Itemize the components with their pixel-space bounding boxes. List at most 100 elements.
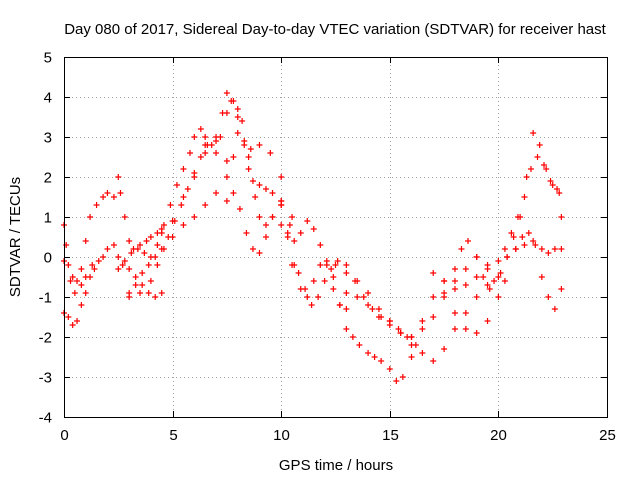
data-point [154, 242, 161, 248]
data-point [234, 130, 241, 136]
data-point [371, 354, 378, 360]
data-point [501, 246, 508, 252]
data-point [393, 378, 400, 384]
grid-lines [64, 57, 607, 417]
data-point [365, 302, 372, 308]
data-point [269, 214, 276, 220]
data-point [419, 350, 426, 356]
data-point [441, 278, 448, 284]
data-points [61, 90, 565, 384]
data-point [169, 234, 176, 240]
data-point [245, 166, 252, 172]
data-point [525, 230, 532, 236]
data-point [317, 262, 324, 268]
data-point [247, 146, 254, 152]
data-point [451, 310, 458, 316]
chart-title: Day 080 of 2017, Sidereal Day-to-day VTE… [64, 21, 606, 38]
data-point [484, 266, 491, 272]
data-point [343, 270, 350, 276]
data-point [519, 234, 526, 240]
data-point [147, 234, 154, 240]
data-point [386, 366, 393, 372]
data-point [323, 258, 330, 264]
data-point [295, 270, 302, 276]
data-point [230, 190, 237, 196]
series-track-a [61, 190, 111, 284]
data-point [249, 178, 256, 184]
data-point [541, 162, 548, 168]
data-point [545, 250, 552, 256]
data-point [365, 350, 372, 356]
data-point [304, 218, 311, 224]
data-point [213, 190, 220, 196]
data-point [121, 214, 128, 220]
y-tick-label: -2 [39, 330, 52, 347]
data-point [549, 182, 556, 188]
data-point [132, 274, 139, 280]
data-point [534, 154, 541, 160]
data-point [78, 266, 85, 272]
data-point [202, 150, 209, 156]
data-point [93, 202, 100, 208]
data-point [408, 334, 415, 340]
data-point [234, 106, 241, 112]
data-point [334, 258, 341, 264]
data-point [134, 246, 141, 252]
data-point [530, 238, 537, 244]
data-point [178, 202, 185, 208]
data-point [147, 278, 154, 284]
data-point [191, 214, 198, 220]
data-point [104, 190, 111, 196]
data-point [332, 262, 339, 268]
data-point [302, 286, 309, 292]
data-point [315, 294, 322, 300]
series-track-k [223, 98, 285, 228]
data-point [375, 306, 382, 312]
data-point [556, 190, 563, 196]
data-point [167, 202, 174, 208]
data-point [501, 278, 508, 284]
data-point [95, 258, 102, 264]
data-point [365, 290, 372, 296]
data-point [397, 330, 404, 336]
data-point [241, 138, 248, 144]
data-point [121, 258, 128, 264]
data-point [197, 154, 204, 160]
data-point [354, 278, 361, 284]
data-point [249, 246, 256, 252]
data-point [137, 290, 144, 296]
data-point [495, 274, 502, 280]
data-point [256, 250, 263, 256]
data-point [462, 310, 469, 316]
data-point [115, 174, 122, 180]
series-track-l [223, 190, 293, 256]
x-tick-label: 20 [490, 427, 507, 444]
data-point [278, 222, 285, 228]
data-point [484, 318, 491, 324]
data-point [74, 278, 81, 284]
data-point [497, 270, 504, 276]
y-tick-label: 4 [44, 90, 52, 107]
data-point [464, 238, 471, 244]
data-point [115, 254, 122, 260]
data-point [236, 206, 243, 212]
data-point [158, 290, 165, 296]
data-point [343, 326, 350, 332]
data-point [321, 278, 328, 284]
y-tick-label: -4 [39, 410, 52, 427]
data-point [115, 266, 122, 272]
data-point [245, 154, 252, 160]
x-tick-label: 5 [169, 427, 177, 444]
x-axis-label: GPS time / hours [279, 457, 393, 474]
series-track-o [289, 258, 419, 348]
axis-ticks [64, 57, 608, 418]
data-point [451, 286, 458, 292]
data-point [536, 142, 543, 148]
data-point [67, 278, 74, 284]
series-track-f [115, 126, 224, 272]
data-point [386, 322, 393, 328]
series-track-w [512, 230, 565, 312]
data-point [473, 294, 480, 300]
data-point [297, 230, 304, 236]
data-point [430, 270, 437, 276]
